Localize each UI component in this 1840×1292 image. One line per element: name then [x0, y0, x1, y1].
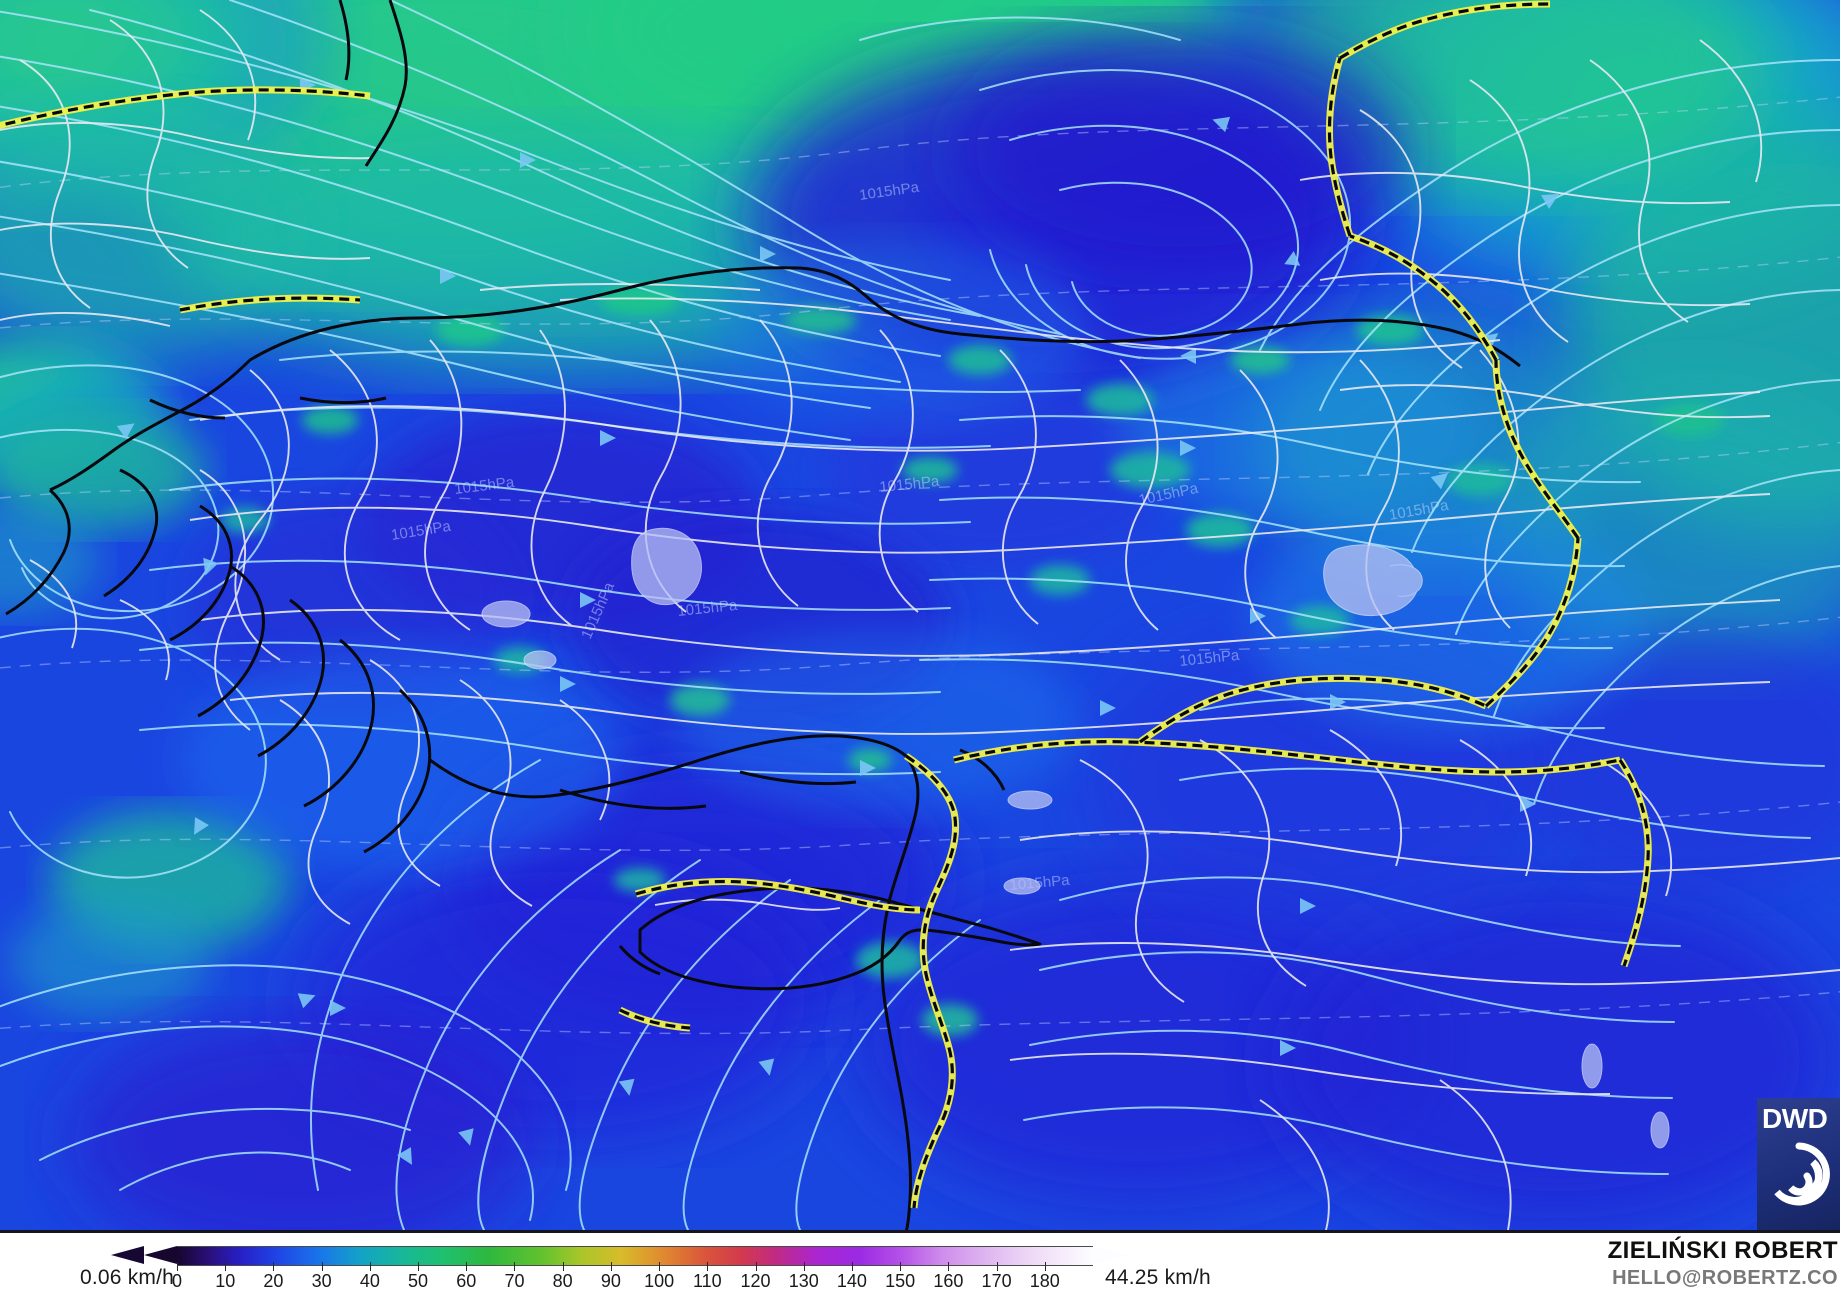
lake-small — [1389, 564, 1423, 597]
windspeed-field — [0, 0, 1840, 1230]
colorbar-tick-label: 120 — [740, 1271, 771, 1291]
colorbar-overflow-arrow — [1093, 1246, 1129, 1264]
lake-east — [1581, 1043, 1603, 1089]
colorbar-tick-label: 130 — [788, 1271, 819, 1291]
coastlines — [5, 0, 1521, 1230]
colorbar-tick-label: 140 — [836, 1271, 867, 1291]
lake-east-2 — [1650, 1111, 1670, 1149]
colorbar-tick — [900, 1262, 902, 1271]
colorbar-tick — [177, 1262, 178, 1271]
province-borders — [0, 9, 1840, 1230]
colorbar-tick — [562, 1262, 564, 1271]
colorbar-tick — [803, 1262, 805, 1271]
isobar-label: 1015hPa — [879, 473, 941, 496]
colorbar-underflow-arrow — [111, 1246, 177, 1264]
colorbar-tick-label: 10 — [215, 1271, 236, 1291]
map-viewport[interactable]: 1015hPa 1015hPa 1015hPa 1015hPa 1015hPa … — [0, 0, 1840, 1233]
colorbar-tick — [707, 1262, 709, 1271]
colorbar-tick-label: 50 — [408, 1271, 429, 1291]
colorbar-tick-label: 100 — [644, 1271, 675, 1291]
attribution: ZIELIŃSKI ROBERT HELLO@ROBERTZ.CO — [1607, 1237, 1838, 1289]
colorbar-tick-label: 70 — [504, 1271, 525, 1291]
spiral-icon — [1774, 1142, 1830, 1206]
dwd-logo-badge: DWD — [1757, 1098, 1840, 1230]
author-email[interactable]: HELLO@ROBERTZ.CO — [1612, 1266, 1838, 1289]
dwd-label: DWD — [1762, 1103, 1828, 1134]
colorbar-tick — [755, 1262, 757, 1271]
colorbar-gradient[interactable] — [177, 1246, 1093, 1266]
weather-map-canvas[interactable]: 1015hPa 1015hPa 1015hPa 1015hPa 1015hPa … — [0, 0, 1840, 1230]
lake-small-2 — [1003, 877, 1041, 895]
colorbar-tick-label: 180 — [1029, 1271, 1060, 1291]
colorbar-tick-label: 30 — [311, 1271, 332, 1291]
colorbar-tick-label: 110 — [692, 1271, 722, 1291]
lake-beysehir — [481, 600, 531, 628]
colorbar-tick-label: 0 — [171, 1271, 183, 1291]
colorbar-tick — [851, 1262, 853, 1271]
legend-min-label: 0.06 km/h — [80, 1266, 175, 1289]
colorbar-tick — [418, 1262, 420, 1271]
colorbar-tick-label: 60 — [456, 1271, 477, 1291]
colorbar-tick-label: 150 — [885, 1271, 916, 1291]
lake-tuz — [631, 527, 702, 606]
colorbar-tick — [1044, 1262, 1046, 1271]
colorbar-ticks: 0 10 20 30 40 50 60 70 80 90 100 110 120 130 140 150 160… — [172, 1262, 1093, 1291]
lakes — [481, 527, 1670, 1149]
colorbar-tick — [466, 1262, 468, 1271]
lake-van — [1323, 544, 1419, 616]
colorbar-tick — [996, 1262, 998, 1271]
colorbar-tick — [321, 1262, 323, 1271]
colorbar-tick — [659, 1262, 661, 1271]
lake-egirdir — [523, 650, 557, 670]
colorbar-tick-label: 40 — [359, 1271, 380, 1291]
national-borders — [0, 0, 1652, 1209]
colorbar-tick — [273, 1262, 275, 1271]
colorbar-tick-label: 20 — [263, 1271, 284, 1291]
colorbar-tick-label: 170 — [981, 1271, 1012, 1291]
colorbar-tick — [369, 1262, 371, 1271]
colorbar-tick — [225, 1262, 227, 1271]
legend-max-label: 44.25 km/h — [1105, 1266, 1211, 1289]
lake-assad — [1007, 790, 1053, 810]
colorbar-tick-label: 90 — [600, 1271, 621, 1291]
wind-streamlines — [0, 0, 1840, 1230]
colorbar-tick — [948, 1262, 950, 1271]
colorbar-tick — [514, 1262, 516, 1271]
colorbar-tick-label: 80 — [552, 1271, 573, 1291]
isobar-contours — [0, 96, 1840, 1035]
colorbar-tick — [610, 1262, 612, 1271]
colorbar[interactable] — [111, 1246, 1129, 1266]
isobar-label: 1015hPa — [1179, 647, 1241, 670]
author-name: ZIELIŃSKI ROBERT — [1607, 1237, 1838, 1264]
colorbar-tick-label: 160 — [933, 1271, 964, 1291]
streamline-arrowheads — [116, 78, 1559, 1165]
